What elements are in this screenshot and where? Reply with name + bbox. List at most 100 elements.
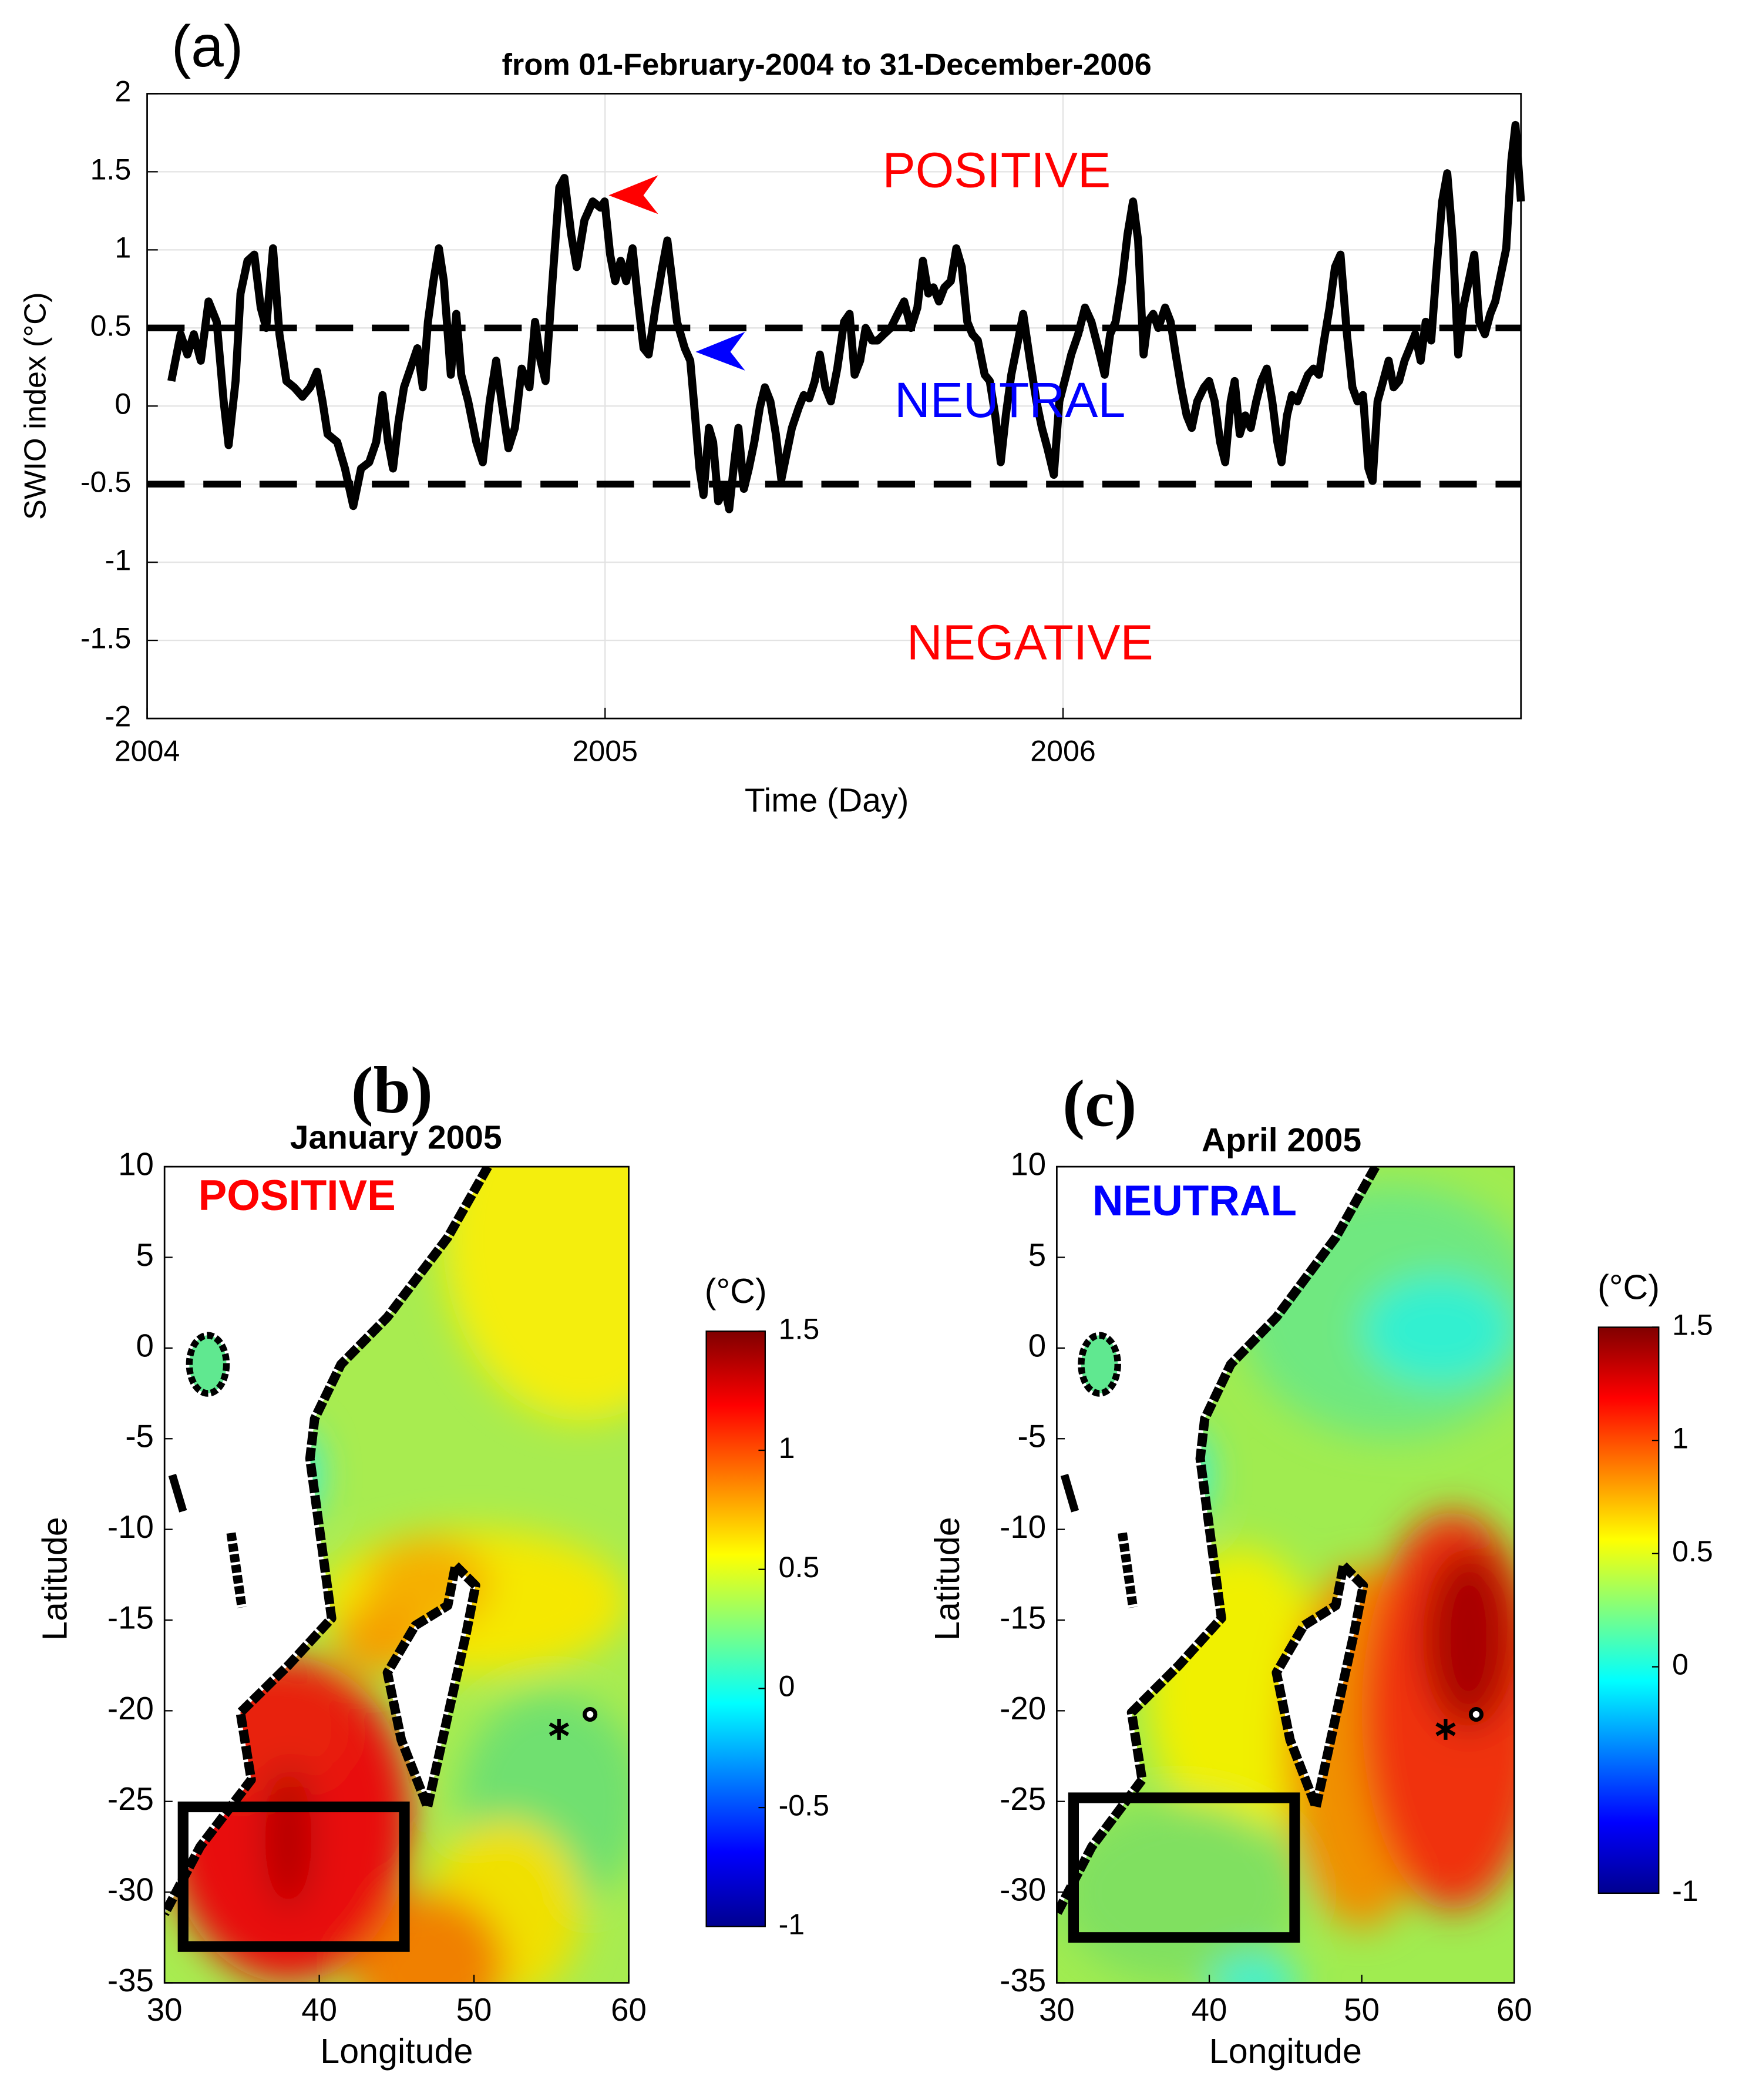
lake [226,1532,247,1608]
map-title: January 2005 [290,1119,502,1157]
y-tick-label: 5 [1028,1237,1046,1273]
colorbar-tick-label: 0 [779,1670,795,1703]
island-mark: ∗ [1432,1711,1459,1746]
y-axis-label: Latitude [35,1517,75,1641]
land [1057,1167,1376,1914]
y-tick-label: -15 [107,1600,154,1635]
x-tick-label: 60 [611,1992,647,2028]
y-tick-label: 0 [115,388,131,421]
field-blob [350,1892,505,1983]
panel-label: (a) [171,14,243,79]
panel-label: (b) [351,1053,433,1127]
y-tick-label: 1.5 [90,153,132,186]
y-tick-label: -25 [1000,1781,1046,1817]
chart-title: from 01-February-2004 to 31-December-200… [502,48,1152,82]
y-tick-label: -35 [1000,1963,1046,1998]
land [164,1167,488,1914]
y-axis-label: SWIO index (°C) [19,292,53,520]
x-tick-label: 2004 [115,735,180,768]
x-tick-label: 40 [1192,1992,1227,2028]
coastline [164,1167,492,1916]
y-tick-label: 0 [136,1328,154,1363]
field-blob [265,1765,312,1910]
index-line [167,120,1525,513]
colorbar-tick-label: 1 [779,1432,795,1464]
x-tick-label: 60 [1496,1992,1532,2028]
annotation: NEGATIVE [907,614,1153,670]
y-tick-label: 0 [1028,1328,1046,1363]
y-tick-label: -5 [1018,1419,1047,1454]
y-tick-label: -10 [107,1509,154,1545]
y-tick-label: -2 [105,700,132,733]
colorbar-tick-label: 1.5 [779,1312,820,1345]
plot-frame [163,1165,630,1984]
colorbar-tick-label: -0.5 [779,1789,829,1822]
y-tick-label: 5 [136,1237,154,1273]
plot-frame [1056,1165,1515,1984]
x-tick-label: 30 [1039,1992,1075,2028]
y-tick-label: -15 [1000,1600,1046,1635]
lake [1060,1474,1079,1513]
x-tick-label: 2006 [1030,735,1095,768]
y-tick-label: 10 [118,1147,154,1182]
map-annotation: NEUTRAL [1092,1177,1297,1225]
y-tick-label: -20 [107,1691,154,1726]
map-area: ∗ [164,1167,629,1983]
y-tick-label: -30 [1000,1872,1046,1908]
coastline [1057,1167,1380,1916]
lake [168,1474,187,1513]
panel-label: (c) [1062,1067,1136,1141]
colorbar-label: (°C) [705,1271,767,1311]
island [1272,1561,1368,1812]
y-tick-label: -10 [1000,1509,1046,1545]
colorbar-tick-label: -1 [779,1908,805,1941]
x-tick-label: 40 [301,1992,337,2028]
island-mark: ∗ [546,1711,573,1746]
y-tick-label: 0.5 [90,310,132,342]
y-tick-label: 1 [115,231,131,264]
y-tick-label: -35 [107,1963,154,1998]
colorbar-tick-label: 0.5 [1672,1535,1713,1568]
y-tick-label: -1 [105,543,132,576]
annotation: POSITIVE [883,142,1111,197]
colorbar-label: (°C) [1597,1267,1660,1306]
y-axis-label: Latitude [927,1517,967,1641]
arrow-blue [695,331,745,371]
y-tick-label: -20 [1000,1691,1046,1726]
arrow-red [608,175,658,214]
lake [1118,1532,1138,1608]
y-tick-label: 10 [1010,1147,1046,1182]
y-tick-label: 2 [115,75,131,108]
field-blob [1361,1275,1515,1385]
colorbar-tick-label: 0 [1672,1648,1688,1681]
island-mark [1468,1707,1484,1722]
colorbar [705,1330,766,1927]
y-tick-label: -5 [125,1419,154,1454]
map-annotation: POSITIVE [199,1172,396,1219]
colorbar-tick-label: 1 [1672,1422,1688,1454]
x-tick-label: 50 [1344,1992,1380,2028]
colorbar-tick-label: 1.5 [1672,1309,1713,1342]
x-axis-label: Time (Day) [745,782,909,819]
colorbar [1597,1326,1660,1894]
map-title: April 2005 [1202,1121,1361,1159]
region-box [177,1801,410,1952]
plot-frame [146,93,1522,720]
region-box [1068,1792,1300,1943]
island [382,1561,480,1812]
island-mark [583,1707,598,1722]
y-tick-label: -25 [107,1781,154,1817]
colorbar-tick-label: 0.5 [779,1551,820,1584]
y-tick-label: -30 [107,1872,154,1908]
x-axis-label: Longitude [320,2031,473,2071]
colorbar-tick-label: -1 [1672,1874,1698,1907]
field-blob [1209,1955,1301,1983]
x-axis-label: Longitude [1209,2031,1362,2071]
x-tick-label: 2005 [573,735,638,768]
annotation: NEUTRAL [894,372,1125,428]
lake [186,1332,230,1397]
field-blob [1422,1547,1515,1729]
y-tick-label: -0.5 [80,465,131,498]
